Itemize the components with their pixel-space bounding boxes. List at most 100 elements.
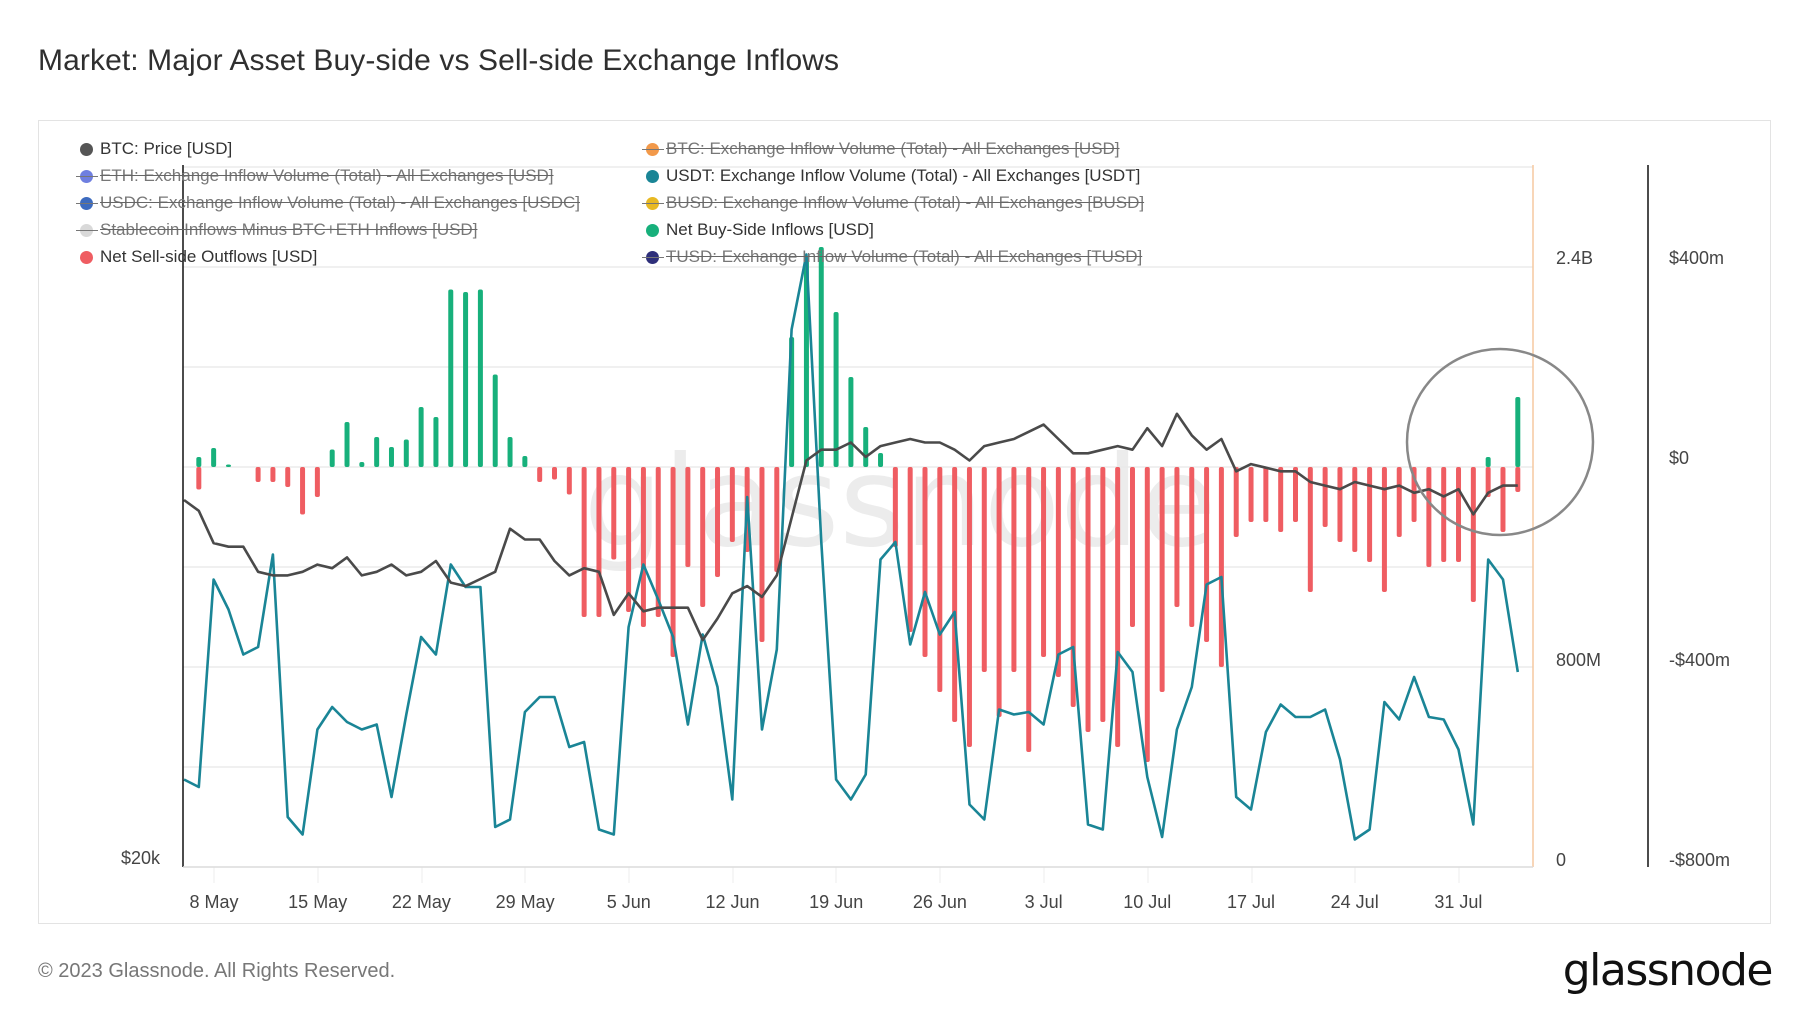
buy-inflow-bar bbox=[388, 447, 394, 467]
sell-outflow-bar bbox=[255, 467, 261, 482]
buy-inflow-bar bbox=[196, 457, 202, 467]
chart-card bbox=[38, 120, 1771, 924]
buy-inflow-bar bbox=[507, 437, 513, 467]
sell-outflow-bar bbox=[922, 467, 928, 657]
legend-item[interactable]: BUSD: Exchange Inflow Volume (Total) - A… bbox=[642, 193, 1145, 213]
legend-dot-icon bbox=[646, 169, 659, 183]
legend-dot-icon bbox=[646, 223, 659, 237]
legend-item[interactable]: USDT: Exchange Inflow Volume (Total) - A… bbox=[646, 166, 1140, 186]
sell-outflow-bar bbox=[892, 467, 898, 547]
legend-strike bbox=[642, 257, 664, 259]
legend-item[interactable]: ETH: Exchange Inflow Volume (Total) - Al… bbox=[76, 166, 554, 186]
sell-outflow-bar bbox=[1500, 467, 1506, 532]
buy-inflow-bar bbox=[329, 449, 335, 467]
sell-outflow-bar bbox=[1055, 467, 1061, 677]
sell-outflow-bar bbox=[700, 467, 706, 607]
sell-outflow-bar bbox=[537, 467, 543, 482]
legend-strike bbox=[76, 203, 98, 205]
legend-dot-icon bbox=[80, 250, 93, 264]
x-tick-label: 26 Jun bbox=[912, 892, 967, 912]
sell-outflow-bar bbox=[1248, 467, 1254, 522]
sell-outflow-bar bbox=[996, 467, 1002, 717]
legend-item[interactable]: BTC: Price [USD] bbox=[80, 139, 232, 159]
highlight-circle bbox=[1405, 347, 1595, 537]
legend-label: BTC: Exchange Inflow Volume (Total) - Al… bbox=[666, 139, 1120, 158]
legend-strike bbox=[76, 230, 98, 232]
sell-outflow-bar bbox=[952, 467, 958, 722]
series-lines bbox=[183, 253, 1520, 841]
buy-inflow-bar bbox=[403, 439, 409, 467]
sell-outflow-bar bbox=[1218, 467, 1224, 667]
sell-outflow-bar bbox=[581, 467, 587, 617]
sell-outflow-bar bbox=[966, 467, 972, 747]
sell-outflow-bar bbox=[937, 467, 943, 692]
legend-item[interactable]: Net Buy-Side Inflows [USD] bbox=[646, 220, 874, 240]
sell-outflow-bar bbox=[1396, 467, 1402, 537]
sell-outflow-bar bbox=[907, 467, 913, 632]
btc-price-line bbox=[183, 412, 1518, 642]
sell-outflow-bar bbox=[981, 467, 987, 672]
x-tick-label: 24 Jul bbox=[1330, 892, 1379, 912]
sell-outflow-bar bbox=[1129, 467, 1135, 627]
flow-tick-400m: $400m bbox=[1669, 248, 1725, 268]
legend-strike bbox=[76, 176, 98, 178]
net-flow-bars bbox=[196, 247, 1521, 762]
buy-inflow-bar bbox=[1485, 457, 1491, 467]
buy-inflow-bar bbox=[1515, 397, 1521, 467]
sell-outflow-bar bbox=[196, 467, 202, 490]
price-tick-20k: $20k bbox=[121, 848, 161, 868]
sell-outflow-bar bbox=[611, 467, 617, 560]
x-tick-label: 10 Jul bbox=[1123, 892, 1172, 912]
sell-outflow-bar bbox=[1293, 467, 1298, 522]
legend-label: BUSD: Exchange Inflow Volume (Total) - A… bbox=[666, 193, 1145, 212]
legend-item[interactable]: Stablecoin Inflows Minus BTC+ETH Inflows… bbox=[76, 220, 477, 240]
legend-item[interactable]: Net Sell-side Outflows [USD] bbox=[80, 247, 317, 267]
sell-outflow-bar bbox=[1470, 467, 1476, 602]
legend-label: ETH: Exchange Inflow Volume (Total) - Al… bbox=[100, 166, 554, 185]
sell-outflow-bar bbox=[552, 467, 557, 480]
buy-inflow-bar bbox=[878, 453, 884, 467]
usdt-tick-2-4b: 2.4B bbox=[1556, 248, 1594, 268]
buy-inflow-bar bbox=[433, 417, 439, 467]
x-tick-label: 5 Jun bbox=[606, 892, 651, 912]
sell-outflow-bar bbox=[566, 467, 572, 495]
legend-label: Net Buy-Side Inflows [USD] bbox=[666, 220, 874, 239]
sell-outflow-bar bbox=[285, 467, 291, 487]
legend-item[interactable]: USDC: Exchange Inflow Volume (Total) - A… bbox=[76, 193, 580, 213]
sell-outflow-bar bbox=[1174, 467, 1180, 607]
buy-inflow-bar bbox=[344, 422, 350, 467]
sell-outflow-bar bbox=[1233, 467, 1239, 537]
flow-tick-neg-800m: -$800m bbox=[1669, 850, 1731, 870]
sell-outflow-bar bbox=[1456, 467, 1462, 562]
x-tick-label: 31 Jul bbox=[1434, 892, 1483, 912]
x-tick-label: 29 May bbox=[495, 892, 555, 912]
legend-label: TUSD: Exchange Inflow Volume (Total) - A… bbox=[666, 247, 1143, 266]
sell-outflow-bar bbox=[1026, 467, 1032, 752]
legend-strike bbox=[642, 149, 664, 151]
sell-outflow-bar bbox=[1189, 467, 1195, 627]
sell-outflow-bar bbox=[1278, 467, 1284, 532]
legend-label: USDT: Exchange Inflow Volume (Total) - A… bbox=[666, 166, 1141, 185]
sell-outflow-bar bbox=[1159, 467, 1165, 692]
sell-outflow-bar bbox=[1367, 467, 1373, 562]
sell-outflow-bar bbox=[1426, 467, 1432, 567]
buy-inflow-bar bbox=[863, 427, 869, 467]
legend-strike bbox=[642, 203, 664, 205]
sell-outflow-bar bbox=[1263, 467, 1269, 522]
legend-item[interactable]: TUSD: Exchange Inflow Volume (Total) - A… bbox=[642, 247, 1143, 267]
sell-outflow-bar bbox=[1041, 467, 1047, 657]
sell-outflow-bar bbox=[729, 467, 735, 542]
legend-item[interactable]: BTC: Exchange Inflow Volume (Total) - Al… bbox=[642, 139, 1120, 159]
sell-outflow-bar bbox=[1100, 467, 1106, 722]
buy-inflow-bar bbox=[803, 257, 809, 467]
buy-inflow-bar bbox=[463, 292, 469, 467]
sell-outflow-bar bbox=[1381, 467, 1387, 592]
sell-outflow-bar bbox=[300, 467, 306, 515]
buy-inflow-bar bbox=[418, 407, 424, 467]
sell-outflow-bar bbox=[715, 467, 721, 577]
buy-inflow-bar bbox=[522, 456, 528, 467]
sell-outflow-bar bbox=[1352, 467, 1358, 552]
x-tick-label: 19 Jun bbox=[809, 892, 864, 912]
flow-tick-0: $0 bbox=[1669, 448, 1690, 468]
sell-outflow-bar bbox=[1485, 467, 1491, 497]
